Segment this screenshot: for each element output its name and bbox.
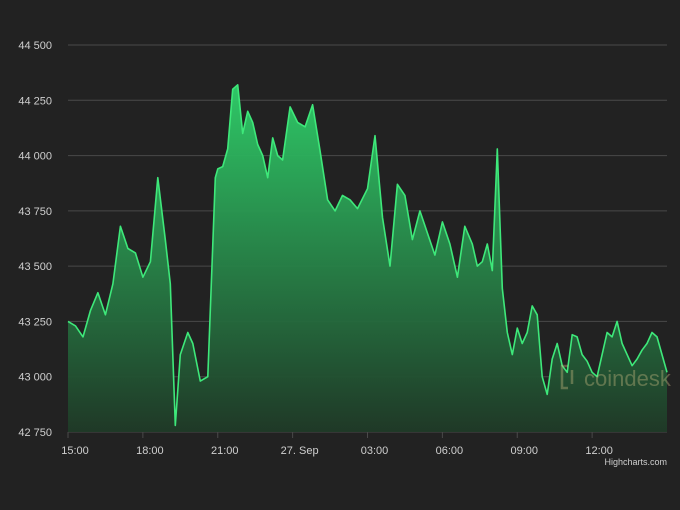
coindesk-logo-icon <box>560 364 574 390</box>
highcharts-credit[interactable]: Highcharts.com <box>604 457 667 467</box>
y-axis: 42 750 43 000 43 250 43 500 43 750 44 000 44 2… <box>18 40 52 439</box>
price-series-line <box>67 84 668 427</box>
x-tick-label: 15:00 <box>61 445 89 457</box>
y-tick-label: 43 250 <box>18 316 52 328</box>
x-tick-label: 21:00 <box>211 445 239 457</box>
y-tick-label: 42 750 <box>18 427 52 439</box>
y-tick-label: 44 500 <box>18 40 52 52</box>
price-area-fill <box>68 84 667 433</box>
x-tick-label: 06:00 <box>436 445 464 457</box>
x-axis: 15:00 18:00 21:00 27. Sep 03:00 06:00 09:00 12:… <box>61 432 613 457</box>
x-tick-label: 12:00 <box>585 445 613 457</box>
x-tick-label: 27. Sep <box>281 445 319 457</box>
x-tick-label: 18:00 <box>136 445 164 457</box>
y-tick-label: 43 750 <box>18 206 52 218</box>
y-tick-label: 44 000 <box>18 151 52 163</box>
x-tick-label: 03:00 <box>361 445 389 457</box>
coindesk-watermark-text: coindesk <box>584 366 672 391</box>
coindesk-watermark: coindesk <box>560 364 672 391</box>
x-tick-label: 09:00 <box>510 445 538 457</box>
y-tick-label: 44 250 <box>18 95 52 107</box>
y-tick-label: 43 000 <box>18 372 52 384</box>
y-tick-label: 43 500 <box>18 261 52 273</box>
